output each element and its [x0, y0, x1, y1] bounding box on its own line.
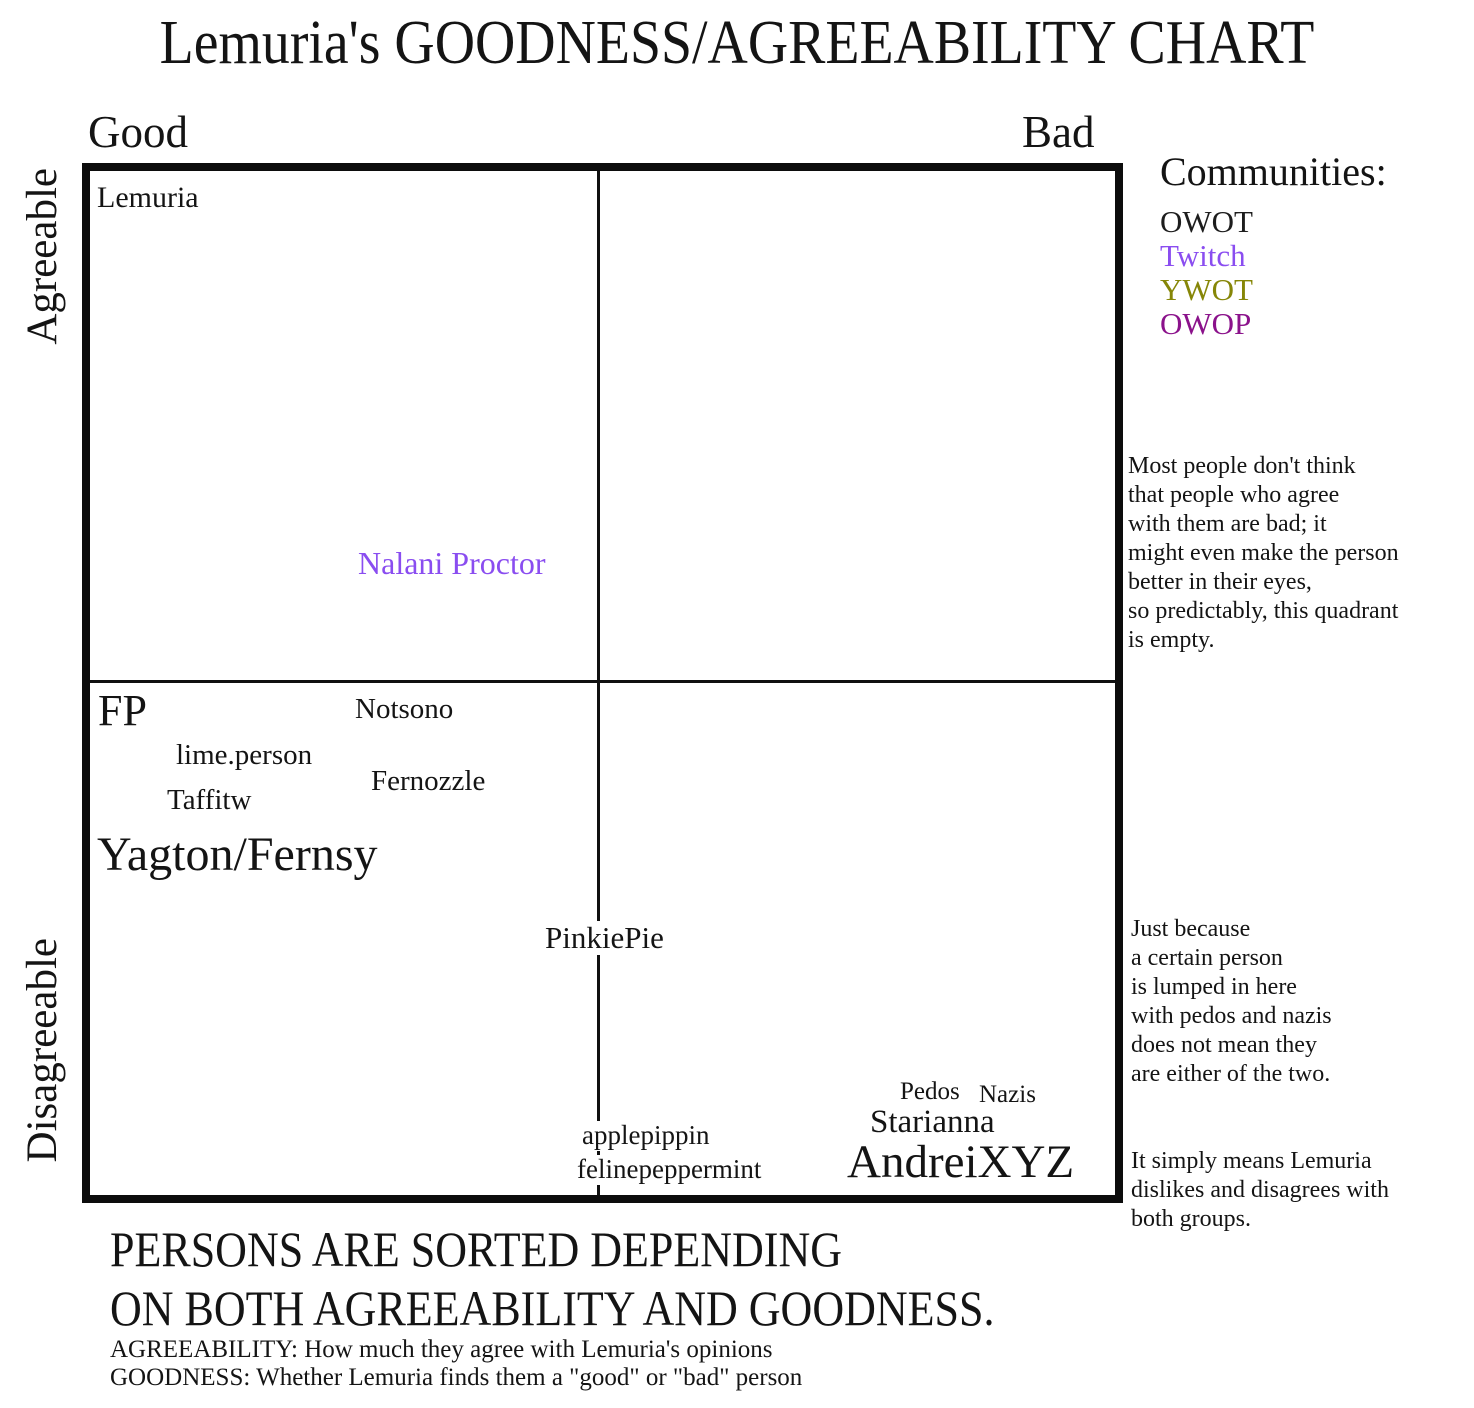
chart-point-applepippin: applepippin: [577, 1121, 715, 1151]
note-pedos-nazis-paragraph-2: It simply means Lemuria dislikes and dis…: [1131, 1148, 1389, 1232]
chart-point-pedos: Pedos: [900, 1078, 960, 1105]
y-axis-label-disagreeable: Disagreeable: [19, 938, 66, 1163]
legend-item-ywot: YWOT: [1160, 272, 1253, 307]
x-axis-label-bad: Bad: [1022, 107, 1095, 157]
chart-point-nazis: Nazis: [979, 1081, 1036, 1108]
legend-list: OWOT Twitch YWOT OWOP: [1160, 205, 1387, 341]
chart-point-yagton-fernsy: Yagton/Fernsy: [97, 828, 378, 881]
note-pedos-nazis-paragraph-1: Just because a certain person is lumped …: [1131, 916, 1332, 1087]
chart-point-nalani-proctor: Nalani Proctor: [358, 545, 546, 581]
note-empty-quadrant: Most people don't think that people who …: [1128, 453, 1399, 653]
chart-point-felinepeppermint: felinepeppermint: [572, 1155, 767, 1185]
vertical-divider: [597, 171, 600, 1195]
chart-point-starianna: Starianna: [870, 1104, 995, 1140]
chart-point-fernozzle: Fernozzle: [371, 765, 486, 797]
x-axis-label-good: Good: [88, 107, 188, 157]
chart-point-fp: FP: [98, 686, 147, 735]
plot-area: Lemuria Nalani Proctor FP Notsono lime.perso…: [82, 163, 1123, 1203]
legend-item-owot: OWOT: [1160, 204, 1253, 239]
communities-legend: Communities: OWOT Twitch YWOT OWOP: [1160, 148, 1387, 341]
chart-point-taffitw: Taffitw: [167, 784, 252, 816]
chart-point-andreixyz: AndreiXYZ: [847, 1136, 1075, 1188]
chart-point-lime-person: lime.person: [176, 739, 313, 771]
footer-caption-line-1: PERSONS ARE SORTED DEPENDING: [110, 1221, 842, 1277]
chart-title: Lemuria's GOODNESS/AGREEABILITY CHART: [159, 9, 1315, 77]
chart-point-notsono: Notsono: [355, 693, 454, 725]
horizontal-divider: [90, 680, 1115, 683]
footer-definition-goodness: GOODNESS: Whether Lemuria finds them a "…: [110, 1364, 803, 1391]
legend-heading: Communities:: [1160, 149, 1387, 194]
chart-point-lemuria: Lemuria: [97, 181, 199, 214]
legend-item-owop: OWOP: [1160, 306, 1252, 341]
y-axis-label-agreeable: Agreeable: [19, 168, 66, 345]
chart-point-pinkiepie: PinkiePie: [540, 921, 669, 955]
footer-definition-agreeability: AGREEABILITY: How much they agree with L…: [110, 1336, 773, 1363]
legend-item-twitch: Twitch: [1160, 238, 1246, 273]
footer-caption-line-2: ON BOTH AGREEABILITY AND GOODNESS.: [110, 1280, 995, 1336]
note-pedos-nazis: Just because a certain person is lumped …: [1131, 886, 1389, 1292]
